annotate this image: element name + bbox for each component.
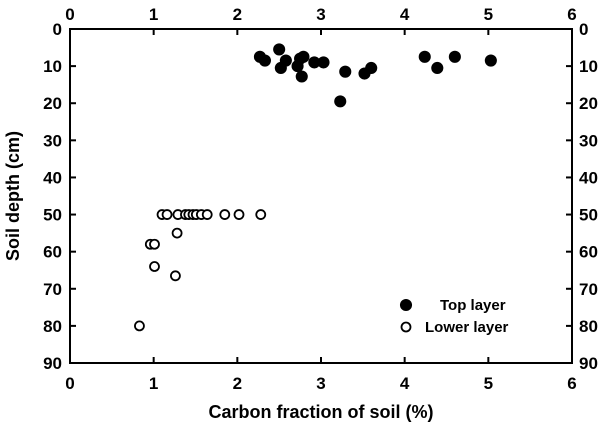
point-top-layer bbox=[365, 61, 378, 75]
x-tick-label-top: 4 bbox=[400, 5, 410, 24]
x-tick-label-bottom: 3 bbox=[316, 374, 325, 393]
x-tick-label-top: 6 bbox=[567, 5, 576, 24]
point-top-layer bbox=[448, 50, 461, 63]
y-tick-label-left: 50 bbox=[43, 206, 62, 225]
point-top-layer bbox=[339, 65, 352, 78]
y-tick-label-left: 20 bbox=[43, 94, 62, 113]
y-tick-label-right: 30 bbox=[579, 131, 598, 150]
point-lower-layer bbox=[149, 261, 160, 272]
point-lower-layer bbox=[161, 209, 173, 220]
point-lower-layer bbox=[255, 209, 267, 220]
x-tick-label-bottom: 0 bbox=[65, 374, 74, 393]
legend-label-top-layer: Top layer bbox=[440, 297, 506, 314]
x-tick-label-top: 5 bbox=[484, 5, 493, 24]
y-tick-label-left: 60 bbox=[43, 243, 62, 262]
point-lower-layer bbox=[233, 209, 245, 220]
y-tick-label-right: 20 bbox=[579, 94, 598, 113]
y-tick-label-left: 10 bbox=[43, 57, 62, 76]
y-tick-label-right: 90 bbox=[579, 354, 598, 373]
point-top-layer bbox=[297, 50, 310, 63]
y-tick-label-left: 70 bbox=[43, 280, 62, 299]
y-tick-label-left: 40 bbox=[43, 168, 62, 187]
point-lower-layer bbox=[201, 209, 213, 220]
x-tick-label-top: 3 bbox=[316, 5, 325, 24]
y-tick-label-right: 10 bbox=[579, 57, 598, 76]
y-tick-label-left: 0 bbox=[53, 20, 62, 39]
x-tick-label-top: 1 bbox=[149, 5, 158, 24]
point-top-layer bbox=[279, 54, 292, 67]
x-tick-label-bottom: 4 bbox=[400, 374, 410, 393]
y-tick-label-right: 40 bbox=[579, 168, 598, 187]
point-top-layer bbox=[295, 70, 308, 83]
legend: Top layer Lower layer bbox=[399, 297, 509, 336]
x-tick-label-bottom: 5 bbox=[484, 374, 493, 393]
tick-marks bbox=[69, 28, 573, 364]
legend-marker-lower-layer bbox=[400, 321, 412, 333]
point-top-layer bbox=[431, 61, 444, 75]
y-tick-label-left: 80 bbox=[43, 317, 62, 336]
data-points bbox=[134, 43, 497, 332]
y-tick-label-left: 90 bbox=[43, 354, 62, 373]
point-top-layer bbox=[273, 43, 286, 56]
x-tick-label-bottom: 1 bbox=[149, 374, 158, 393]
y-tick-label-right: 50 bbox=[579, 206, 598, 225]
point-top-layer bbox=[258, 54, 271, 67]
y-tick-label-right: 0 bbox=[579, 20, 588, 39]
point-top-layer bbox=[334, 95, 347, 108]
point-top-layer bbox=[418, 50, 431, 63]
legend-label-lower-layer: Lower layer bbox=[425, 319, 509, 336]
y-tick-label-left: 30 bbox=[43, 131, 62, 150]
x-tick-label-bottom: 2 bbox=[233, 374, 242, 393]
x-tick-label-top: 0 bbox=[65, 5, 74, 24]
x-tick-label-bottom: 6 bbox=[567, 374, 576, 393]
point-lower-layer bbox=[170, 270, 181, 282]
point-top-layer bbox=[317, 56, 330, 69]
point-top-layer bbox=[484, 54, 497, 67]
y-tick-label-right: 70 bbox=[579, 280, 598, 299]
x-axis-title: Carbon fraction of soil (%) bbox=[209, 402, 434, 422]
x-tick-label-top: 2 bbox=[233, 5, 242, 24]
point-lower-layer bbox=[171, 227, 183, 239]
legend-marker-top-layer bbox=[399, 298, 413, 312]
y-tick-label-right: 60 bbox=[579, 243, 598, 262]
point-lower-layer bbox=[219, 209, 231, 220]
point-lower-layer bbox=[149, 238, 160, 250]
y-axis-title: Soil depth (cm) bbox=[3, 131, 23, 261]
y-tick-label-right: 80 bbox=[579, 317, 598, 336]
point-lower-layer bbox=[134, 320, 145, 332]
